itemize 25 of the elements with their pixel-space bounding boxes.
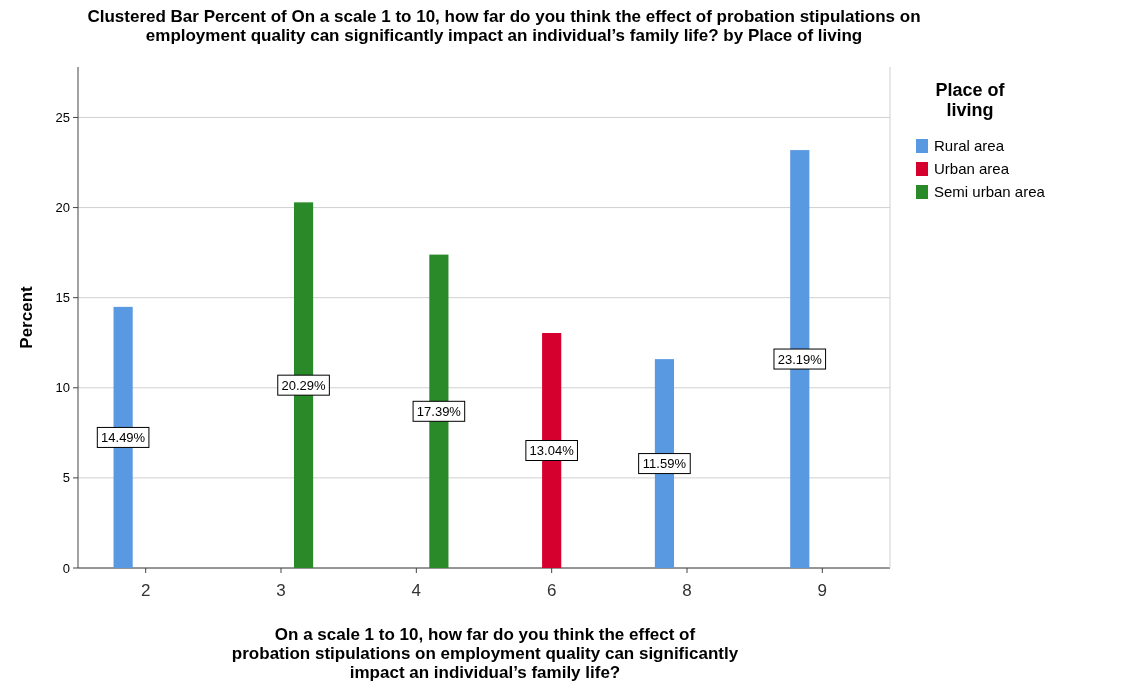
y-tick-label: 20 [55, 200, 70, 216]
x-axis-title: On a scale 1 to 10, how far do you think the effect of probation stipulations on employment quality can significantly impact an individual’s family life? [231, 625, 739, 682]
x-tick-label: 4 [411, 581, 422, 600]
y-tick-label: 0 [62, 560, 70, 576]
y-tick-label: 25 [55, 110, 70, 126]
chart-title: Clustered Bar Percent of On a scale 1 to 10, how far do you think the effect of probation stipulations on employment quality can significantly impact an individual’s family life? by Place of living [87, 7, 921, 45]
x-tick-label: 3 [276, 581, 286, 600]
data-label: 20.29% [281, 377, 327, 393]
x-tick-label: 6 [546, 581, 557, 600]
data-label: 17.39% [416, 403, 462, 419]
y-tick-label: 15 [55, 290, 70, 306]
data-label: 14.49% [101, 429, 146, 445]
x-tick-label: 2 [140, 581, 151, 600]
legend-label: Semi urban area [934, 183, 1046, 201]
legend-label: Urban area [934, 160, 1010, 178]
y-tick-label: 5 [62, 470, 70, 486]
data-label: 23.19% [777, 351, 823, 367]
data-label: 13.04% [529, 443, 575, 459]
y-axis-title: Percent [17, 285, 36, 349]
x-tick-label: 8 [682, 581, 692, 600]
y-tick-label: 10 [55, 380, 70, 396]
legend-title: Place of living [935, 80, 1006, 120]
legend-label: Rural area [934, 137, 1005, 155]
data-label: 11.59% [642, 456, 687, 472]
x-tick-label: 9 [817, 581, 828, 600]
